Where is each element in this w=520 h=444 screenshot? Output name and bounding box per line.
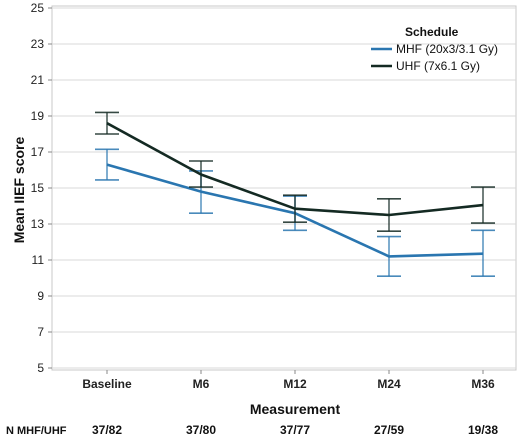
x-tick-label: Baseline xyxy=(82,377,132,391)
y-axis-title: Mean IIEF score xyxy=(11,136,27,243)
y-tick-label: 5 xyxy=(37,361,44,375)
legend-label: MHF (20x3/3.1 Gy) xyxy=(396,42,498,56)
x-tick-label: M12 xyxy=(283,377,307,391)
y-tick-label: 15 xyxy=(31,181,45,195)
n-row: N MHF/UHF 37/82 37/80 37/77 27/59 19/38 xyxy=(6,423,498,437)
n-row-value: 27/59 xyxy=(374,423,404,437)
legend-item: MHF (20x3/3.1 Gy) xyxy=(371,42,498,56)
error-bar xyxy=(471,229,495,278)
y-tick-label: 9 xyxy=(37,289,44,303)
n-row-value: 37/80 xyxy=(186,423,216,437)
n-row-value: 37/82 xyxy=(92,423,122,437)
series-line xyxy=(106,122,484,217)
legend-title: Schedule xyxy=(405,25,459,39)
n-row-label: N MHF/UHF xyxy=(6,425,67,437)
grid-layer xyxy=(51,5,517,371)
n-row-value: 19/38 xyxy=(468,423,498,437)
y-tick-label: 23 xyxy=(31,37,45,51)
y-tick-label: 19 xyxy=(31,109,45,123)
axis-layer: 5 7 9 11 13 15 17 19 21 23 25 Baseline M6 M12 M24 M36 xyxy=(31,1,495,391)
x-axis-title: Measurement xyxy=(250,401,341,417)
y-tick-label: 21 xyxy=(31,73,45,87)
legend-label: UHF (7x6.1 Gy) xyxy=(396,59,480,73)
legend-items: MHF (20x3/3.1 Gy) UHF (7x6.1 Gy) xyxy=(371,42,498,73)
x-tick-label: M24 xyxy=(377,377,401,391)
legend: Schedule MHF (20x3/3.1 Gy) UHF (7x6.1 Gy) xyxy=(371,25,498,73)
legend-item: UHF (7x6.1 Gy) xyxy=(371,59,480,73)
y-tick-label: 13 xyxy=(31,217,45,231)
x-tick-label: M6 xyxy=(193,377,210,391)
y-tick-label: 7 xyxy=(37,325,44,339)
y-tick-label: 11 xyxy=(32,253,45,267)
n-row-values: 37/82 37/80 37/77 27/59 19/38 xyxy=(92,423,498,437)
n-row-value: 37/77 xyxy=(280,423,310,437)
y-tick-label: 25 xyxy=(31,1,45,15)
series-layer xyxy=(95,111,495,278)
y-tick-label: 17 xyxy=(31,145,45,159)
x-tick-label: M36 xyxy=(471,377,495,391)
series-2 xyxy=(95,111,495,232)
